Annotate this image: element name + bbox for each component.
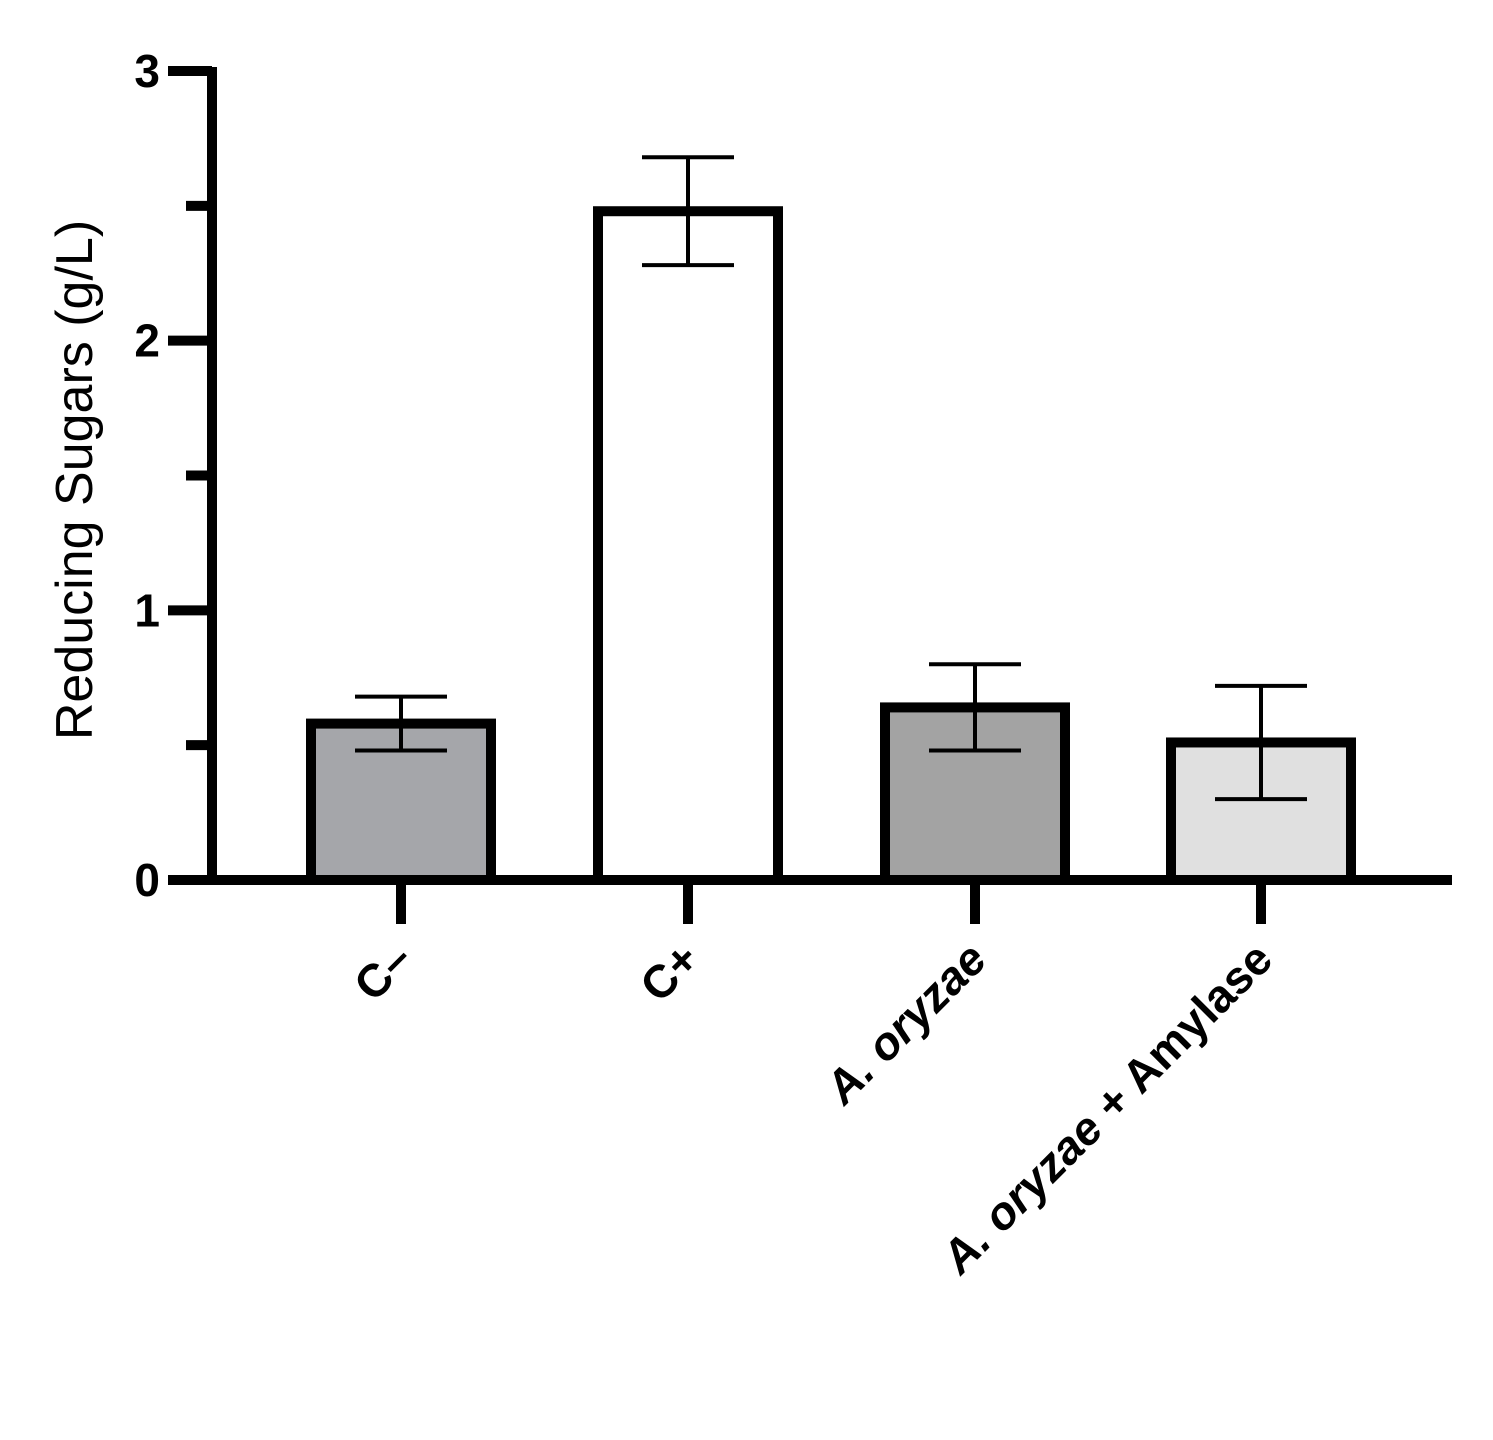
x-tick-label-0: C–	[344, 932, 422, 1010]
axes-group	[168, 66, 1452, 924]
x-tick-label-2: A. oryzae	[814, 932, 996, 1114]
y-tick-label-2: 2	[134, 315, 160, 367]
x-tick-label-3: A. oryzae + Amylase	[930, 932, 1282, 1284]
y-tick-label-3: 3	[134, 45, 160, 97]
bars-group	[306, 206, 1356, 885]
error-bars-group	[355, 155, 1307, 802]
bar-1	[593, 206, 783, 885]
y-tick-label-1: 1	[134, 584, 160, 636]
x-tick-label-1: C+	[630, 932, 709, 1011]
y-tick-label-0: 0	[134, 854, 160, 906]
y-axis-title: Reducing Sugars (g/L)	[46, 220, 104, 740]
